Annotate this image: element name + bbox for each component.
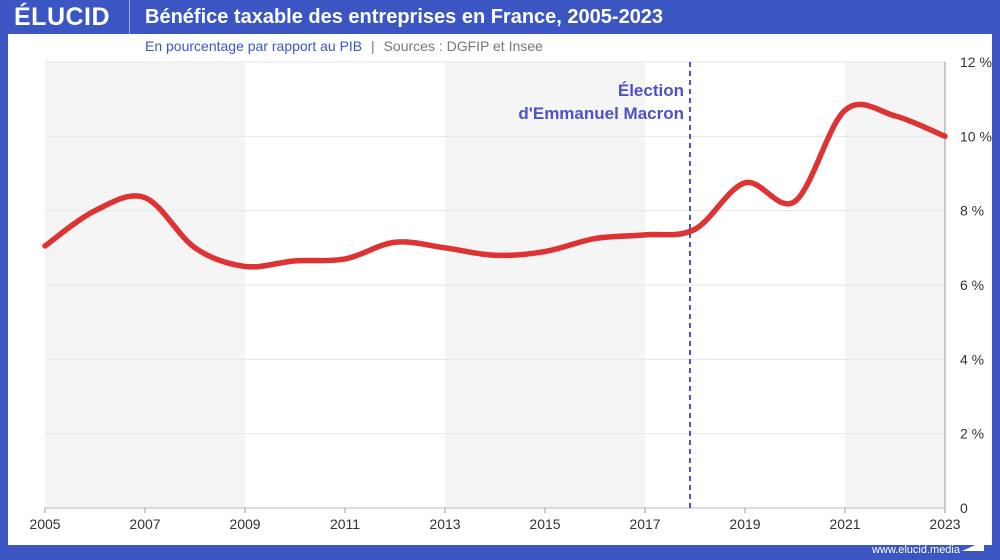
footer-url[interactable]: www.elucid.media bbox=[871, 544, 960, 556]
header: ÉLUCID Bénéfice taxable des entreprises … bbox=[0, 0, 1000, 34]
subtitle-sources: Sources : DGFIP et Insee bbox=[383, 38, 543, 54]
x-tick-label: 2011 bbox=[330, 516, 360, 532]
subtitle: En pourcentage par rapport au PIB | Sour… bbox=[145, 38, 543, 54]
series-line bbox=[42, 101, 948, 270]
y-tick-label: 8 % bbox=[960, 203, 984, 219]
y-tick-label: 2 % bbox=[960, 426, 984, 442]
subtitle-unit: En pourcentage par rapport au PIB bbox=[145, 38, 363, 54]
x-tick-label: 2009 bbox=[229, 516, 260, 532]
x-tick-label: 2015 bbox=[529, 516, 560, 532]
chart-title: Bénéfice taxable des entreprises en Fran… bbox=[145, 6, 664, 28]
annotation-line1: Élection bbox=[618, 81, 684, 100]
x-tick-label: 2021 bbox=[829, 516, 860, 532]
y-tick-label: 6 % bbox=[960, 277, 984, 293]
annotation-line2: d'Emmanuel Macron bbox=[518, 104, 684, 123]
subtitle-separator: | bbox=[371, 38, 375, 54]
y-tick-label: 10 % bbox=[960, 128, 992, 144]
x-tick-label: 2013 bbox=[429, 516, 460, 532]
x-tick-label: 2007 bbox=[129, 516, 160, 532]
x-tick-label: 2023 bbox=[929, 516, 960, 532]
header-divider bbox=[129, 0, 130, 34]
y-tick-label: 4 % bbox=[960, 351, 984, 367]
x-tick-label: 2019 bbox=[729, 516, 760, 532]
x-tick-label: 2005 bbox=[29, 516, 60, 532]
flag-icon bbox=[962, 541, 984, 551]
y-tick-label: 0 bbox=[960, 500, 968, 516]
y-tick-label: 12 % bbox=[960, 54, 992, 70]
x-tick-label: 2017 bbox=[629, 516, 660, 532]
elucid-logo: ÉLUCID bbox=[14, 3, 111, 31]
